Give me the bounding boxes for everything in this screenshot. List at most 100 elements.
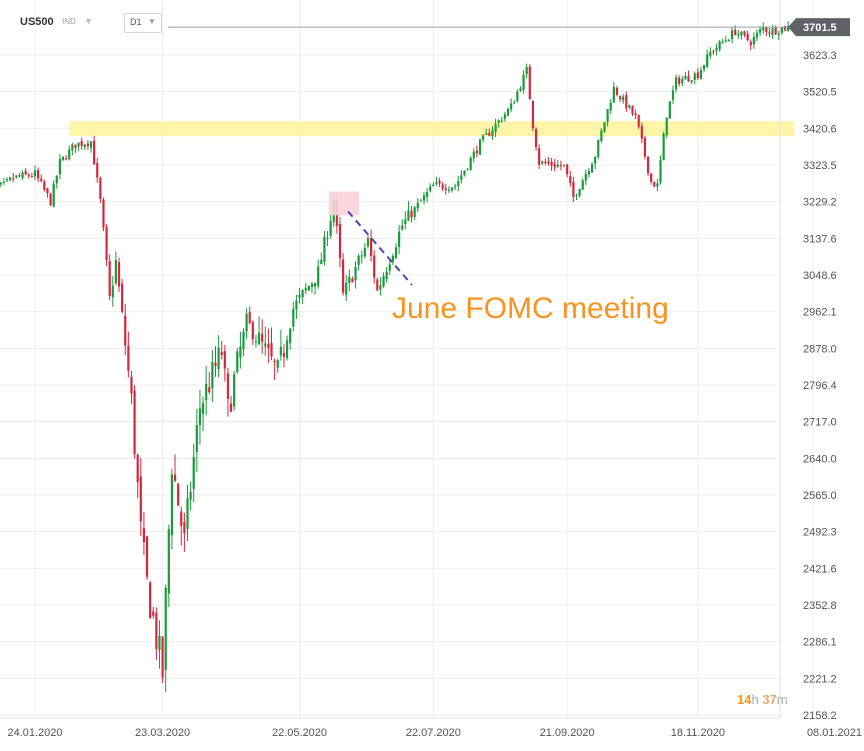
candle	[398, 224, 401, 255]
candle-body	[348, 276, 351, 284]
candle-body	[684, 76, 687, 80]
candle-body	[531, 100, 535, 129]
candle	[136, 453, 139, 499]
candle	[285, 335, 289, 361]
candle-body	[426, 191, 429, 197]
candle-body	[68, 149, 71, 160]
candle-body	[363, 247, 366, 257]
y-tick-label: 2640.0	[803, 453, 837, 465]
candle	[373, 250, 376, 284]
candle-body	[49, 193, 52, 206]
candle-body	[307, 285, 310, 291]
candle	[276, 358, 279, 373]
candle-body	[724, 40, 727, 42]
candle	[117, 257, 121, 292]
candle	[569, 170, 572, 187]
candle	[441, 181, 444, 192]
candle	[572, 176, 575, 203]
candle	[687, 70, 690, 83]
candle	[681, 75, 684, 87]
candle-body	[89, 141, 93, 148]
candle	[379, 277, 382, 296]
candle-body	[186, 498, 189, 529]
candle-body	[338, 223, 342, 259]
candle	[460, 169, 463, 184]
candle	[712, 49, 715, 55]
symbol-label[interactable]: US500	[20, 16, 54, 28]
candle	[488, 128, 491, 137]
candle	[447, 186, 450, 194]
candle	[665, 117, 668, 139]
candle	[724, 35, 727, 44]
candle	[71, 142, 74, 156]
candle	[768, 27, 771, 38]
candle-body	[612, 86, 615, 103]
candle-body	[463, 170, 466, 175]
candle	[746, 30, 749, 42]
candle-body	[40, 178, 43, 181]
candle	[205, 365, 208, 416]
timeframe-select[interactable]: D1 ▼	[124, 13, 162, 33]
candle	[457, 176, 460, 192]
candle	[559, 160, 563, 171]
candle	[727, 38, 731, 42]
candle	[257, 316, 261, 346]
candle	[273, 358, 276, 380]
candle-body	[665, 117, 668, 136]
candle	[323, 231, 326, 266]
candle	[49, 192, 52, 206]
chevron-down-icon[interactable]: ▼	[84, 16, 93, 26]
candle-body	[27, 175, 30, 177]
candle	[114, 251, 118, 286]
candle	[261, 319, 264, 354]
candle	[404, 211, 407, 230]
candle	[158, 620, 161, 669]
candle	[503, 111, 507, 122]
candle-body	[506, 108, 510, 116]
candle	[388, 260, 391, 276]
candle-body	[606, 109, 609, 122]
candle-body	[637, 114, 640, 127]
y-tick-label: 2421.6	[803, 563, 837, 575]
candle-body	[180, 511, 183, 526]
current-price-badge: 3701.5	[788, 18, 850, 37]
candle-body	[164, 587, 167, 670]
candle-body	[646, 156, 650, 174]
candle	[544, 158, 547, 166]
candle	[21, 170, 24, 180]
candle-body	[740, 31, 743, 36]
candle-body	[737, 33, 740, 36]
candle-body	[469, 157, 472, 170]
candle-body	[774, 27, 777, 35]
candle-body	[289, 328, 292, 344]
candle	[584, 169, 587, 186]
candle	[217, 335, 220, 378]
candle-body	[382, 276, 385, 287]
candle-body	[394, 247, 398, 258]
candle-body	[248, 312, 251, 324]
candle	[699, 66, 703, 80]
candle-body	[768, 32, 771, 34]
candle-body	[161, 637, 164, 678]
candle	[145, 535, 149, 580]
candle-body	[441, 184, 444, 189]
candle	[99, 176, 102, 203]
candle-body	[93, 140, 96, 165]
candle-body	[114, 259, 118, 284]
symbol-type-label: IND	[62, 17, 76, 26]
candle	[653, 181, 656, 187]
candle-body	[702, 65, 706, 70]
candle	[124, 303, 127, 356]
candle-body	[357, 255, 360, 266]
x-tick-label: 23.03.2020	[135, 727, 190, 739]
candle	[363, 243, 366, 259]
candle-body	[783, 26, 787, 31]
candle-body	[388, 264, 391, 271]
candle	[513, 99, 516, 104]
candle	[696, 67, 699, 81]
candle-body	[500, 120, 503, 122]
candle	[5, 177, 9, 183]
candle-body	[609, 102, 612, 111]
